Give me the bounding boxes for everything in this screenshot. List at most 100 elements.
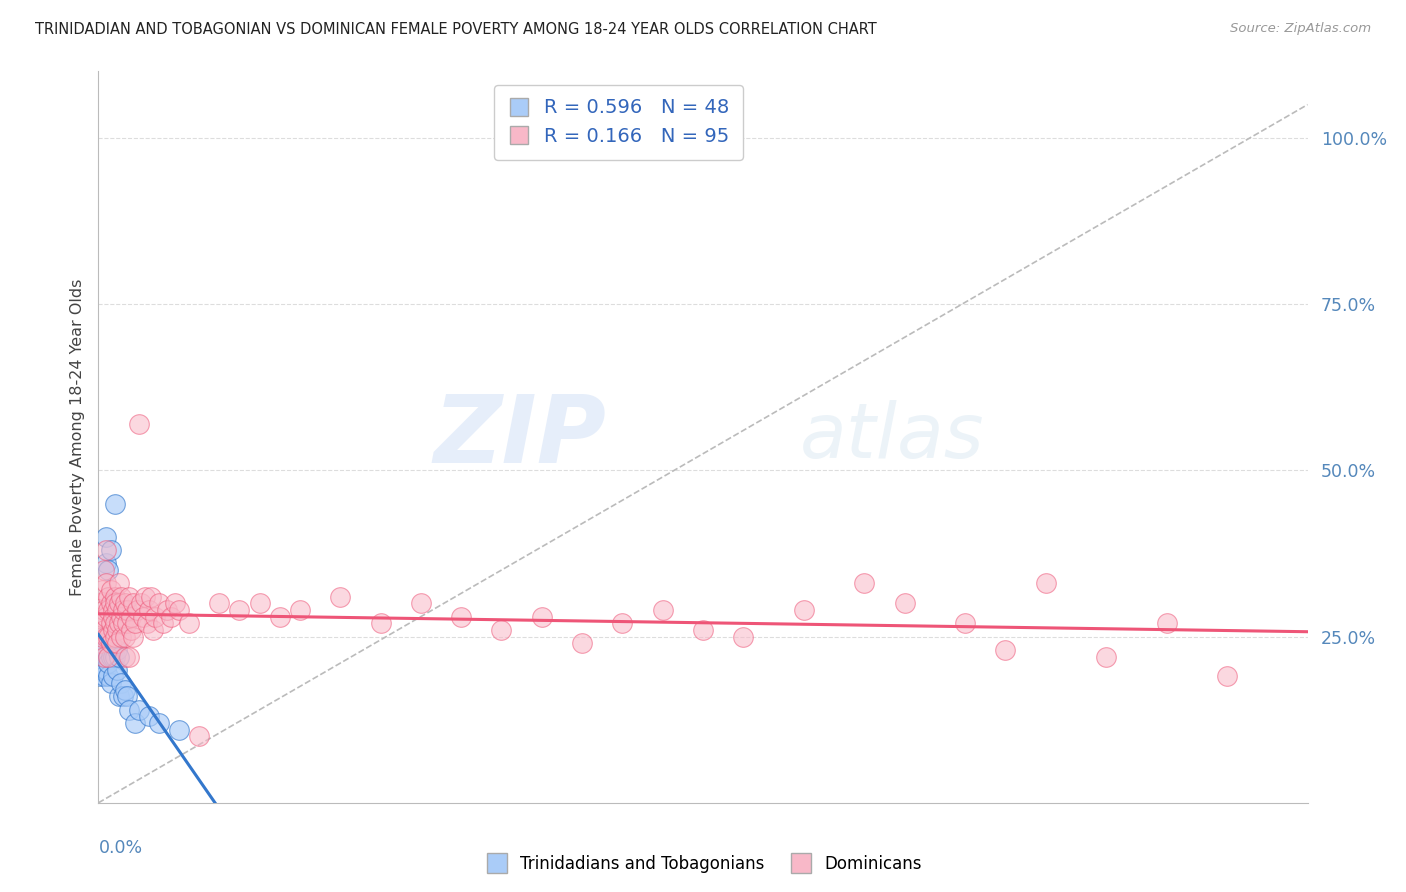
Point — [450, 609, 472, 624]
Point — [105, 603, 128, 617]
Point — [97, 649, 120, 664]
Y-axis label: Female Poverty Among 18-24 Year Olds: Female Poverty Among 18-24 Year Olds — [69, 278, 84, 596]
Point — [249, 596, 271, 610]
Point — [97, 649, 120, 664]
Point — [110, 676, 132, 690]
Point — [124, 716, 146, 731]
Point — [793, 603, 815, 617]
Point — [96, 643, 118, 657]
Point — [89, 663, 111, 677]
Point — [110, 609, 132, 624]
Point — [103, 497, 125, 511]
Point — [105, 663, 128, 677]
Point — [101, 669, 124, 683]
Point — [1216, 669, 1239, 683]
Point — [103, 590, 125, 604]
Point — [101, 609, 124, 624]
Text: TRINIDADIAN AND TOBAGONIAN VS DOMINICAN FEMALE POVERTY AMONG 18-24 YEAR OLDS COR: TRINIDADIAN AND TOBAGONIAN VS DOMINICAN … — [35, 22, 877, 37]
Point — [370, 616, 392, 631]
Point — [1035, 576, 1057, 591]
Point — [269, 609, 291, 624]
Point — [132, 609, 155, 624]
Point — [129, 596, 152, 610]
Text: 0.0%: 0.0% — [98, 839, 142, 857]
Point — [97, 603, 120, 617]
Point — [135, 616, 157, 631]
Point — [91, 636, 114, 650]
Point — [100, 636, 122, 650]
Point — [128, 417, 150, 431]
Point — [115, 616, 138, 631]
Point — [148, 596, 170, 610]
Point — [893, 596, 915, 610]
Point — [91, 643, 114, 657]
Point — [853, 576, 876, 591]
Point — [91, 663, 114, 677]
Point — [530, 609, 553, 624]
Point — [288, 603, 311, 617]
Point — [134, 590, 156, 604]
Point — [96, 636, 118, 650]
Point — [733, 630, 755, 644]
Point — [128, 703, 150, 717]
Point — [103, 630, 125, 644]
Point — [93, 630, 115, 644]
Point — [96, 543, 118, 558]
Point — [89, 669, 111, 683]
Point — [93, 649, 115, 664]
Point — [91, 656, 114, 670]
Point — [93, 563, 115, 577]
Point — [107, 596, 129, 610]
Point — [89, 616, 111, 631]
Point — [89, 636, 111, 650]
Point — [103, 596, 125, 610]
Point — [91, 649, 114, 664]
Point — [188, 729, 211, 743]
Point — [93, 663, 115, 677]
Point — [228, 603, 250, 617]
Point — [101, 603, 124, 617]
Point — [100, 596, 122, 610]
Point — [651, 603, 673, 617]
Point — [111, 690, 134, 704]
Point — [114, 630, 136, 644]
Point — [1156, 616, 1178, 631]
Point — [97, 630, 120, 644]
Point — [93, 603, 115, 617]
Point — [100, 616, 122, 631]
Point — [120, 609, 142, 624]
Point — [96, 663, 118, 677]
Point — [96, 630, 118, 644]
Legend: R = 0.596   N = 48, R = 0.166   N = 95: R = 0.596 N = 48, R = 0.166 N = 95 — [494, 85, 742, 160]
Point — [994, 643, 1017, 657]
Point — [118, 703, 141, 717]
Point — [97, 563, 120, 577]
Point — [409, 596, 432, 610]
Point — [103, 649, 125, 664]
Point — [97, 669, 120, 683]
Point — [114, 649, 136, 664]
Point — [163, 596, 186, 610]
Point — [105, 643, 128, 657]
Point — [612, 616, 634, 631]
Point — [120, 623, 142, 637]
Point — [91, 582, 114, 597]
Point — [152, 616, 174, 631]
Point — [100, 649, 122, 664]
Point — [101, 649, 124, 664]
Point — [571, 636, 593, 650]
Point — [103, 616, 125, 631]
Point — [118, 649, 141, 664]
Point — [111, 616, 134, 631]
Point — [139, 590, 162, 604]
Point — [107, 649, 129, 664]
Point — [93, 669, 115, 683]
Point — [179, 616, 201, 631]
Point — [89, 649, 111, 664]
Point — [107, 690, 129, 704]
Point — [111, 603, 134, 617]
Point — [107, 576, 129, 591]
Point — [148, 716, 170, 731]
Point — [96, 609, 118, 624]
Point — [138, 709, 160, 723]
